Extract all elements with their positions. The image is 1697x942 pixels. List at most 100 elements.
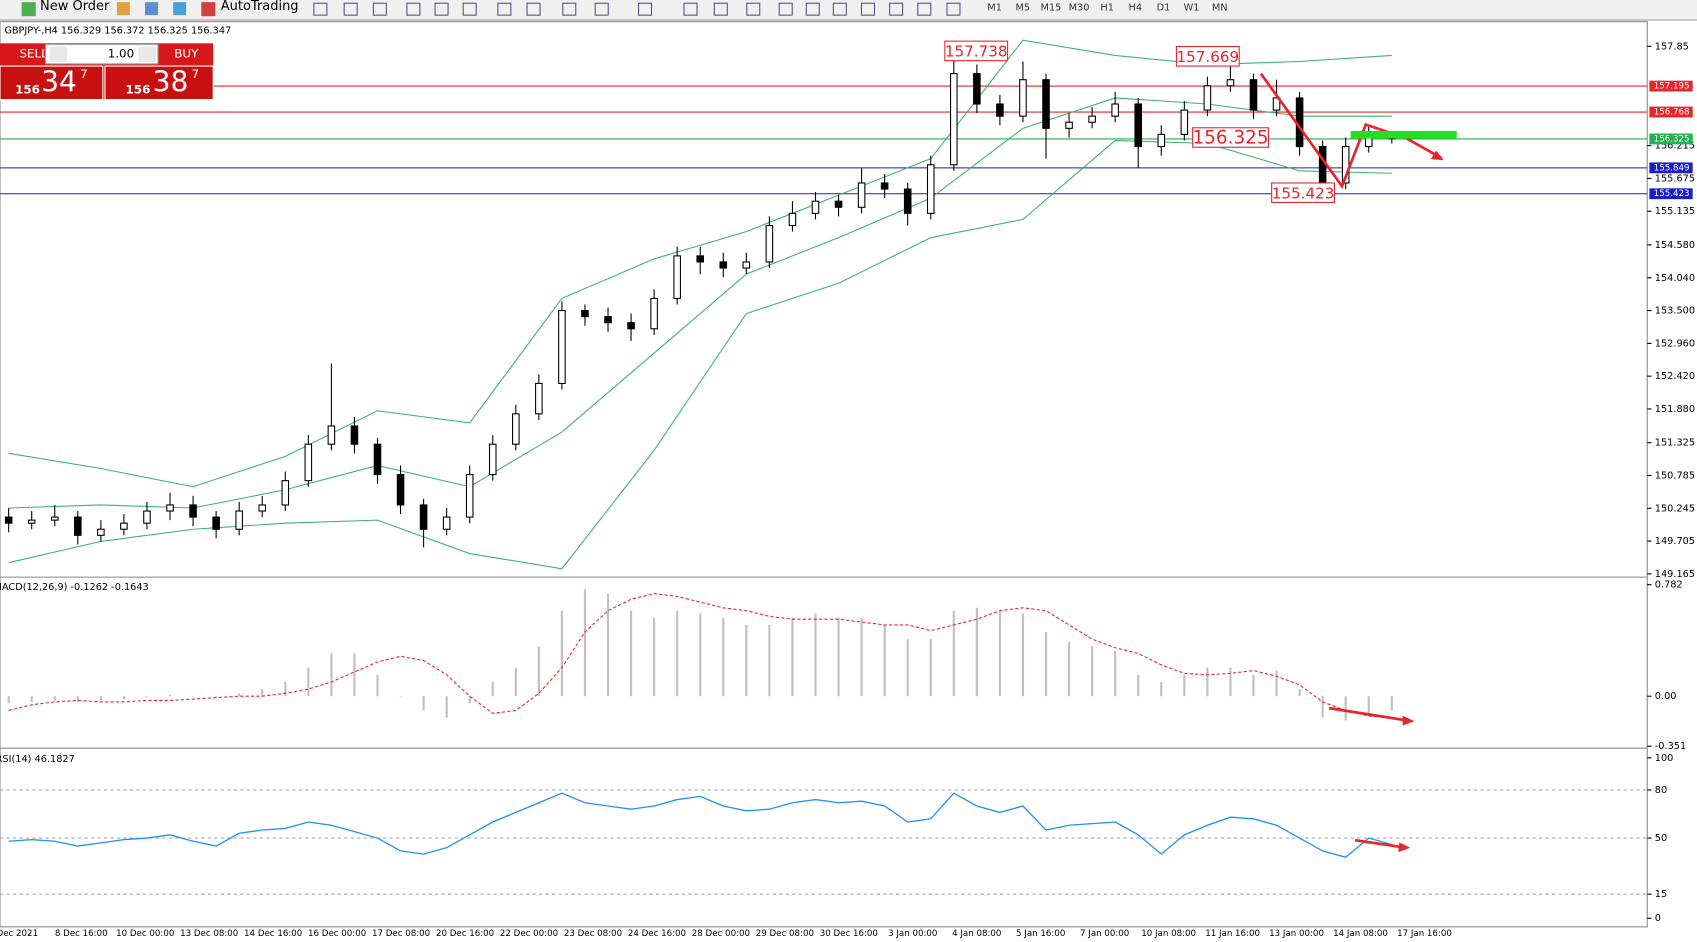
level-tag	[1649, 133, 1693, 145]
macd-bar	[676, 610, 679, 697]
candle-body	[327, 425, 336, 445]
candle-body	[719, 261, 728, 269]
macd-bar	[1321, 696, 1324, 718]
candle-body	[212, 516, 220, 530]
macd-bar	[745, 624, 748, 697]
toolbar-icon[interactable]	[889, 2, 904, 16]
y-tick-label: 80	[1655, 785, 1667, 796]
tool-icon[interactable]	[173, 2, 187, 16]
x-tick-label: 7 Jan 00:00	[1080, 929, 1129, 939]
toolbar-icon[interactable]	[805, 2, 820, 16]
timeframe-button[interactable]: H4	[1129, 3, 1143, 14]
toolbar-icon[interactable]	[746, 2, 761, 16]
candle-body	[4, 516, 13, 524]
lot-input[interactable]	[44, 43, 159, 65]
new-order-icon[interactable]	[21, 2, 36, 17]
timeframe-button[interactable]: M5	[1015, 3, 1030, 14]
macd-bar	[238, 693, 241, 697]
y-tick-label: 0.00	[1655, 691, 1677, 702]
timeframe-button[interactable]: W1	[1184, 3, 1200, 14]
tool-icon[interactable]	[145, 2, 159, 16]
timeframe-button[interactable]: M15	[1040, 3, 1061, 14]
y-tick-label: 151.880	[1655, 404, 1695, 415]
y-tick-label: 100	[1655, 753, 1674, 764]
level-tag	[1649, 80, 1693, 92]
timeframe-button[interactable]: M30	[1069, 3, 1090, 14]
macd-bar	[445, 696, 448, 718]
toolbar-icon[interactable]	[713, 2, 728, 16]
lot-down[interactable]	[49, 46, 68, 62]
lot-up[interactable]	[138, 46, 156, 62]
toolbar-icon[interactable]	[594, 2, 609, 16]
x-tick-label: 8 Dec 16:00	[55, 929, 108, 939]
auto-trading-icon[interactable]	[201, 2, 216, 17]
toolbar-icon[interactable]	[860, 2, 876, 16]
macd-bar	[860, 617, 863, 697]
candle-body	[627, 322, 635, 330]
ask-main: 38	[153, 65, 189, 98]
macd-bar	[491, 681, 494, 697]
level-tag-label: 156.768	[1654, 108, 1690, 118]
macd-bar	[1183, 674, 1186, 697]
macd-bar	[191, 696, 195, 697]
macd-bar	[53, 696, 56, 701]
x-tick-label: 24 Dec 16:00	[628, 929, 686, 939]
timeframe-button[interactable]: H1	[1100, 3, 1114, 14]
toolbar-icon[interactable]	[462, 2, 477, 16]
bid-box[interactable]	[0, 65, 104, 101]
toolbar-icon[interactable]	[832, 2, 847, 16]
toolbar-icon[interactable]	[683, 2, 698, 16]
buy-button[interactable]: BUY	[174, 47, 199, 61]
candle-body	[442, 516, 451, 530]
candle-body	[50, 516, 59, 521]
candle-body	[811, 200, 820, 214]
auto-trading-button[interactable]: AutoTrading	[221, 0, 299, 14]
arrow-head	[1430, 150, 1444, 161]
sell-button[interactable]: SELL	[19, 47, 48, 61]
toolbar-icon[interactable]	[526, 2, 541, 16]
candle-body	[903, 188, 912, 214]
level-tag	[1649, 162, 1693, 174]
macd-bar	[699, 613, 702, 697]
y-tick-label: 149.165	[1655, 569, 1695, 580]
toolbar-icon[interactable]	[497, 2, 512, 16]
candle-body	[696, 255, 705, 263]
macd-bar	[837, 617, 840, 697]
plot-area	[0, 39, 1648, 895]
macd-bar	[814, 613, 817, 697]
macd-bar	[284, 681, 287, 697]
x-tick-label: 3 Jan 00:00	[888, 929, 937, 939]
toolbar-icon[interactable]	[372, 2, 387, 16]
timeframe-button[interactable]: D1	[1157, 3, 1171, 14]
ask-small: 7	[192, 67, 200, 81]
macd-bar	[1114, 650, 1117, 697]
separator	[0, 19, 1697, 21]
new-order-button[interactable]: New Order	[40, 0, 110, 14]
macd-bar	[353, 653, 356, 697]
toolbar-icon[interactable]	[637, 2, 653, 16]
macd-bar	[1160, 681, 1163, 697]
macd-bar	[261, 689, 264, 697]
timeframe-button[interactable]: M1	[987, 3, 1002, 14]
toolbar-icon[interactable]	[562, 2, 577, 16]
toolbar-icon[interactable]	[343, 2, 358, 16]
candle-body	[950, 73, 958, 166]
candle-body	[857, 182, 866, 208]
x-tick-label: Dec 2021	[0, 929, 38, 939]
toolbar-icon[interactable]	[778, 2, 793, 16]
lot-value[interactable]: 1.00	[108, 47, 134, 61]
toolbar-icon[interactable]	[313, 2, 328, 16]
toolbar-icon[interactable]	[406, 2, 421, 16]
candle-body	[488, 443, 497, 476]
timeframe-button[interactable]: MN	[1212, 3, 1228, 14]
toolbar-icon[interactable]	[917, 2, 932, 16]
x-tick-label: 17 Jan 16:00	[1397, 929, 1452, 939]
ask-box[interactable]	[104, 65, 214, 101]
macd-bar	[330, 653, 333, 697]
candle-body	[1088, 115, 1096, 123]
macd-bar	[76, 696, 79, 702]
tool-icon[interactable]	[116, 2, 130, 16]
y-tick-label: 15	[1655, 889, 1667, 900]
toolbar-icon[interactable]	[946, 2, 961, 16]
toolbar-icon[interactable]	[434, 2, 449, 16]
